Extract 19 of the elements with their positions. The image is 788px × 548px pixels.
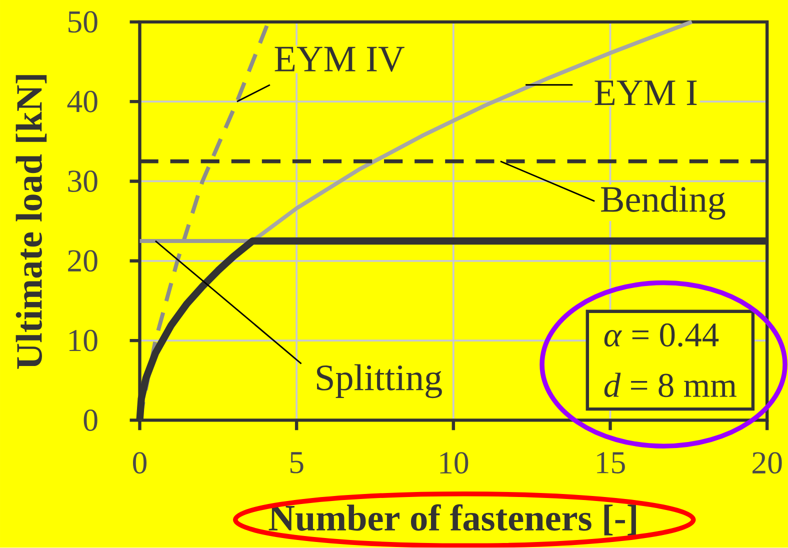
- series-label: Bending: [601, 186, 726, 220]
- y-tick-label: 30: [68, 170, 98, 192]
- y-tick-label: 10: [69, 330, 98, 352]
- x-tick-label: 10: [440, 452, 468, 474]
- x-tick-label: 20: [752, 452, 782, 474]
- y-tick-label: 50: [68, 11, 98, 33]
- text: Splitting: [317, 364, 442, 398]
- series-label: EYM IV: [274, 47, 404, 72]
- annotation: d = 8 mm: [604, 372, 736, 398]
- x-tick-label: 5: [290, 452, 304, 474]
- series-label: EYM I: [594, 80, 697, 106]
- y-axis-title: Ultimate load [kN]: [16, 75, 47, 369]
- x-axis-title: Number of fasteners [-]: [268, 504, 636, 536]
- y-tick-label: 0: [84, 410, 98, 432]
- x-tick-label: 0: [132, 452, 147, 474]
- y-tick-label: 20: [68, 250, 98, 272]
- x-tick-label: 15: [597, 452, 625, 474]
- y-tick-label: 40: [67, 90, 98, 112]
- annotation: α = 0.44: [604, 323, 719, 347]
